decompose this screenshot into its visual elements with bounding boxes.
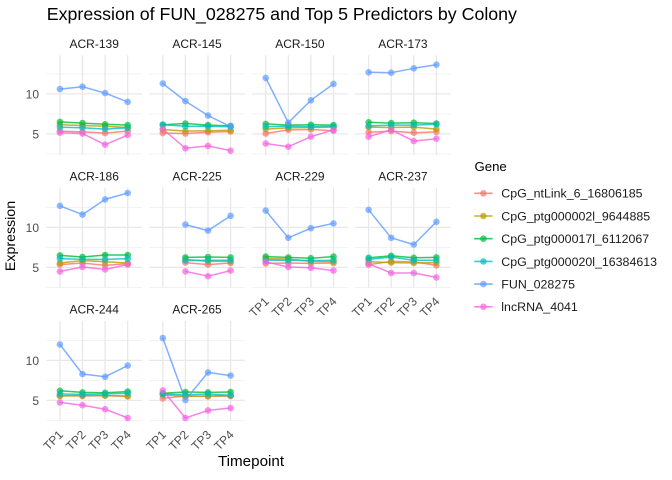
- svg-text:CpG_ptg000017l_6112067: CpG_ptg000017l_6112067: [501, 232, 649, 246]
- svg-text:ACR-145: ACR-145: [172, 37, 222, 51]
- svg-text:ACR-139: ACR-139: [70, 37, 120, 51]
- svg-text:5: 5: [32, 127, 39, 141]
- svg-text:CpG_ptg000002l_9644885: CpG_ptg000002l_9644885: [501, 209, 650, 223]
- svg-text:FUN_028275: FUN_028275: [501, 278, 575, 292]
- svg-text:10: 10: [26, 354, 40, 368]
- svg-text:Timepoint: Timepoint: [218, 453, 285, 470]
- svg-text:ACR-186: ACR-186: [70, 169, 120, 183]
- svg-text:CpG_ntLink_6_16806185: CpG_ntLink_6_16806185: [501, 187, 642, 201]
- svg-text:10: 10: [26, 87, 40, 101]
- svg-text:CpG_ptg000020l_16384613: CpG_ptg000020l_16384613: [501, 255, 657, 269]
- svg-text:ACR-244: ACR-244: [70, 303, 120, 317]
- svg-text:ACR-173: ACR-173: [378, 37, 428, 51]
- svg-text:ACR-237: ACR-237: [378, 169, 428, 183]
- svg-text:lncRNA_4041: lncRNA_4041: [501, 300, 578, 314]
- svg-text:Gene: Gene: [475, 159, 507, 174]
- svg-text:ACR-225: ACR-225: [172, 169, 222, 183]
- svg-text:Expression: Expression: [3, 201, 19, 271]
- svg-text:ACR-265: ACR-265: [172, 303, 222, 317]
- svg-text:5: 5: [32, 261, 39, 275]
- svg-text:Expression of FUN_028275 and T: Expression of FUN_028275 and Top 5 Predi…: [47, 4, 517, 25]
- svg-text:ACR-229: ACR-229: [275, 169, 325, 183]
- svg-text:5: 5: [32, 394, 39, 408]
- svg-text:10: 10: [26, 221, 40, 235]
- svg-text:ACR-150: ACR-150: [275, 37, 325, 51]
